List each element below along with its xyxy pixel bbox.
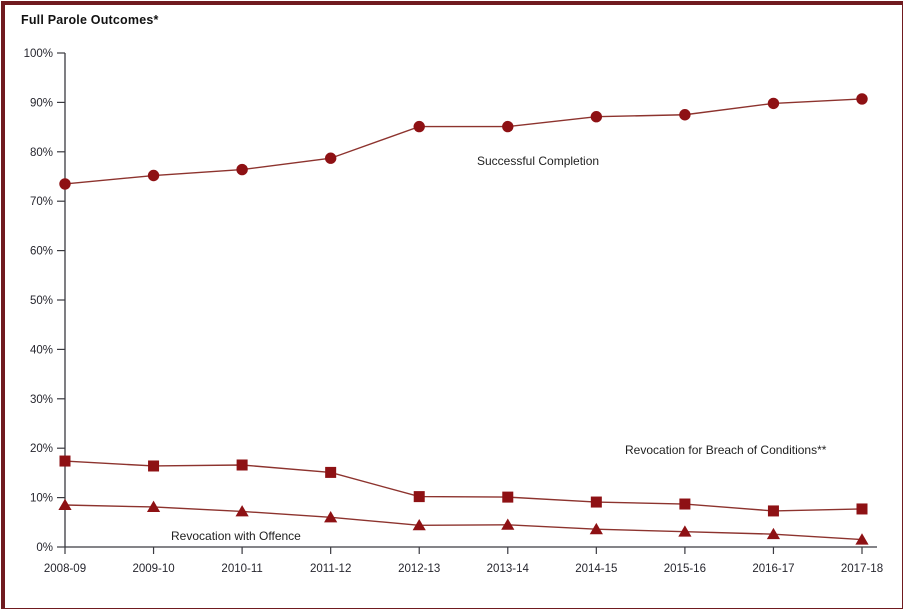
data-point-triangle [589, 522, 603, 535]
data-point-square [679, 498, 691, 510]
data-point-triangle [766, 527, 781, 540]
x-tick-label: 2009-10 [132, 563, 174, 575]
data-point-triangle [412, 518, 426, 531]
data-point-square [856, 503, 868, 515]
data-point-triangle [324, 511, 338, 523]
y-tick-label: 100% [24, 48, 53, 60]
data-point-circle [856, 93, 868, 105]
data-point-triangle [146, 500, 161, 512]
x-tick-label: 2008-09 [44, 563, 86, 575]
y-tick-label: 80% [30, 147, 53, 159]
series-line-0 [64, 98, 863, 185]
series-label-successful-completion: Successful Completion [477, 154, 600, 168]
data-point-square [325, 466, 337, 478]
data-point-square [413, 491, 425, 503]
y-tick-label: 40% [30, 344, 53, 356]
data-point-circle [147, 169, 160, 182]
y-tick-label: 60% [30, 246, 53, 258]
y-tick-label: 90% [30, 97, 53, 109]
x-tick-label: 2014-15 [575, 563, 617, 575]
y-tick-label: 10% [30, 493, 53, 505]
series-label-revocation-with-offence: Revocation with Offence [171, 529, 301, 543]
data-point-square [502, 491, 514, 503]
data-point-triangle [501, 518, 515, 530]
data-point-square [767, 505, 779, 517]
y-tick-label: 30% [30, 394, 53, 406]
chart-title: Full Parole Outcomes* [21, 13, 159, 27]
data-point-square [236, 459, 248, 471]
data-point-triangle [235, 505, 249, 517]
data-point-circle [59, 178, 71, 190]
y-tick-label: 0% [36, 542, 53, 554]
data-point-square [59, 455, 71, 467]
x-tick-label: 2011-12 [310, 563, 351, 575]
data-point-triangle [58, 498, 72, 511]
data-point-circle [767, 97, 780, 110]
x-tick-label: 2016-17 [752, 563, 794, 575]
series-line-2 [64, 504, 863, 541]
data-point-square [590, 496, 602, 508]
data-point-triangle [855, 533, 869, 545]
data-point-circle [502, 120, 514, 133]
x-tick-label: 2013-14 [487, 563, 530, 575]
data-point-circle [413, 120, 425, 133]
x-tick-label: 2010-11 [221, 563, 262, 575]
data-point-square [148, 460, 160, 472]
x-tick-label: 2012-13 [398, 563, 440, 575]
x-tick-label: 2015-16 [664, 563, 706, 575]
series-label-revocation-breach-conditions: Revocation for Breach of Conditions** [625, 443, 827, 457]
data-point-circle [679, 109, 691, 121]
data-point-circle [590, 111, 603, 123]
data-point-circle [236, 163, 248, 176]
data-point-triangle [678, 525, 692, 537]
y-tick-label: 70% [30, 196, 53, 208]
y-tick-label: 20% [30, 443, 53, 455]
series-line-1 [64, 460, 863, 512]
y-tick-label: 50% [30, 295, 53, 307]
data-point-circle [324, 152, 337, 164]
x-tick-label: 2017-18 [841, 563, 883, 575]
